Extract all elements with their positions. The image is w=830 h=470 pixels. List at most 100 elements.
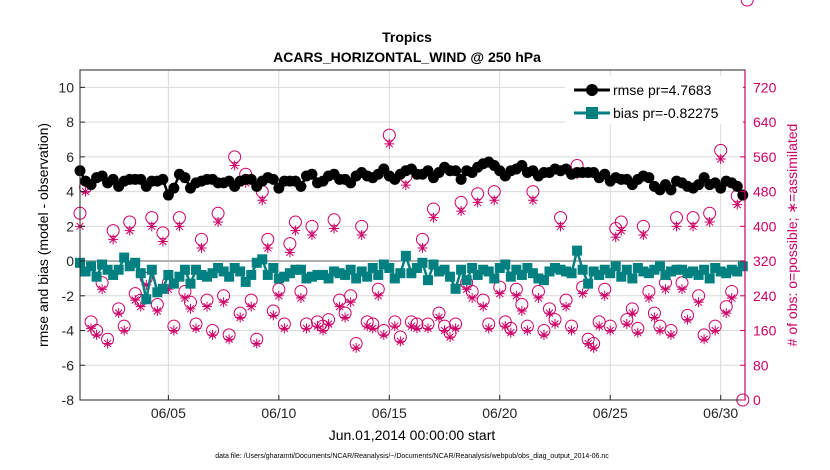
obs-assimilated-point — [732, 199, 743, 210]
obs-assimilated-point — [494, 288, 505, 299]
y2-tick-label: 640 — [753, 114, 777, 130]
bias-point — [715, 266, 726, 277]
bias-point — [86, 261, 97, 272]
rmse-point — [157, 173, 169, 185]
obs-assimilated-point — [334, 301, 345, 312]
obs-assimilated-point — [533, 292, 544, 303]
obs-assimilated-point — [235, 312, 246, 323]
bias-point — [91, 271, 102, 282]
bias-point — [522, 263, 533, 273]
bias-point — [439, 264, 450, 275]
obs-assimilated-point — [202, 301, 213, 312]
obs-assimilated-point — [417, 243, 428, 254]
obs-assimilated-point — [119, 325, 130, 336]
obs-assimilated-point — [345, 297, 356, 308]
obs-assimilated-point — [665, 329, 676, 340]
bias-point — [533, 273, 544, 284]
obs-assimilated-point — [599, 290, 610, 301]
bias-point — [190, 264, 201, 275]
bias-point — [494, 263, 505, 273]
x-grid — [167, 70, 722, 400]
obs-assimilated-point — [135, 301, 146, 312]
obs-assimilated-point — [500, 321, 511, 332]
obs-assimilated-point — [406, 321, 417, 332]
bias-point — [710, 263, 721, 273]
obs-assimilated-point — [351, 342, 362, 353]
y2-tick-label: 80 — [753, 357, 769, 373]
bias-point — [450, 283, 461, 294]
obs-assimilated-series — [75, 139, 743, 353]
bias-point — [367, 263, 378, 273]
bias-point — [406, 268, 417, 279]
rmse-point — [665, 184, 677, 196]
obs-assimilated-point — [157, 236, 168, 247]
obs-assimilated-point — [450, 323, 461, 334]
bias-point — [80, 266, 91, 277]
bias-point — [583, 278, 594, 289]
bias-point — [240, 276, 251, 287]
obs-assimilated-point — [594, 321, 605, 332]
obs-assimilated-point — [257, 195, 268, 206]
bias-point — [323, 273, 334, 284]
obs-assimilated-point — [130, 295, 141, 306]
bias-point — [152, 287, 163, 298]
bias-point — [737, 261, 748, 272]
bias-point — [599, 264, 610, 275]
bias-point — [677, 264, 688, 275]
bias-point — [119, 252, 130, 263]
obs-assimilated-point — [356, 230, 367, 240]
obs-assimilated-point — [213, 216, 224, 227]
bias-point — [688, 266, 699, 277]
bias-point — [157, 283, 168, 294]
bias-point — [345, 264, 356, 275]
y-tick-label: -2 — [62, 288, 75, 304]
bias-point — [489, 273, 500, 284]
bias-point — [246, 269, 257, 280]
y-tick-label: -8 — [62, 392, 75, 408]
obs-assimilated-point — [527, 195, 538, 206]
obs-assimilated-point — [102, 338, 113, 349]
obs-assimilated-point — [262, 243, 273, 254]
bias-point — [351, 273, 362, 284]
chart-title: Tropics — [382, 29, 432, 45]
obs-assimilated-point — [373, 290, 384, 301]
obs-assimilated-point — [699, 334, 710, 345]
bias-point — [130, 257, 141, 268]
obs-assimilated-point — [80, 186, 91, 197]
bias-point — [638, 266, 649, 277]
obs-assimilated-point — [472, 197, 483, 208]
bias-point — [605, 268, 616, 279]
axis-ticks: 06/05 06/10 06/15 06/20 06/25 06/30 -8 -6 -4 -2 0 2… — [58, 70, 777, 421]
bias-point — [108, 269, 119, 280]
chart-subtitle: ACARS_HORIZONTAL_WIND @ 250 hPa — [273, 49, 541, 65]
bias-point — [279, 271, 290, 282]
obs-assimilated-point — [704, 216, 715, 227]
legend-rmse-marker — [586, 84, 598, 96]
obs-possible-point — [740, 0, 754, 7]
obs-assimilated-point — [340, 312, 351, 323]
bias-point — [445, 271, 456, 282]
bias-point — [621, 264, 632, 275]
obs-assimilated-point — [522, 325, 533, 336]
obs-assimilated-point — [461, 284, 472, 295]
y-tick-label: 8 — [66, 114, 74, 130]
rmse-point — [455, 173, 467, 185]
bias-point — [306, 271, 317, 282]
bias-point — [610, 261, 621, 272]
legend: rmse pr=4.7683 bias pr=-0.82275 — [565, 76, 743, 124]
rmse-point — [295, 180, 307, 192]
obs-assimilated-point — [395, 336, 406, 347]
bias-point — [461, 275, 472, 286]
bias-point — [356, 266, 367, 277]
bias-point — [555, 264, 566, 275]
obs-assimilated-point — [185, 303, 196, 314]
bias-point — [732, 266, 743, 277]
bias-point — [550, 263, 560, 273]
obs-assimilated-point — [677, 284, 688, 295]
y-tick-label: 4 — [66, 184, 74, 200]
obs-assimilated-point — [660, 284, 671, 295]
obs-assimilated-point — [196, 243, 207, 254]
y2-axis-label: # of obs: o=possible; ∗=assimilated — [784, 124, 800, 347]
bias-point — [577, 264, 588, 275]
obs-assimilated-point — [561, 301, 572, 312]
